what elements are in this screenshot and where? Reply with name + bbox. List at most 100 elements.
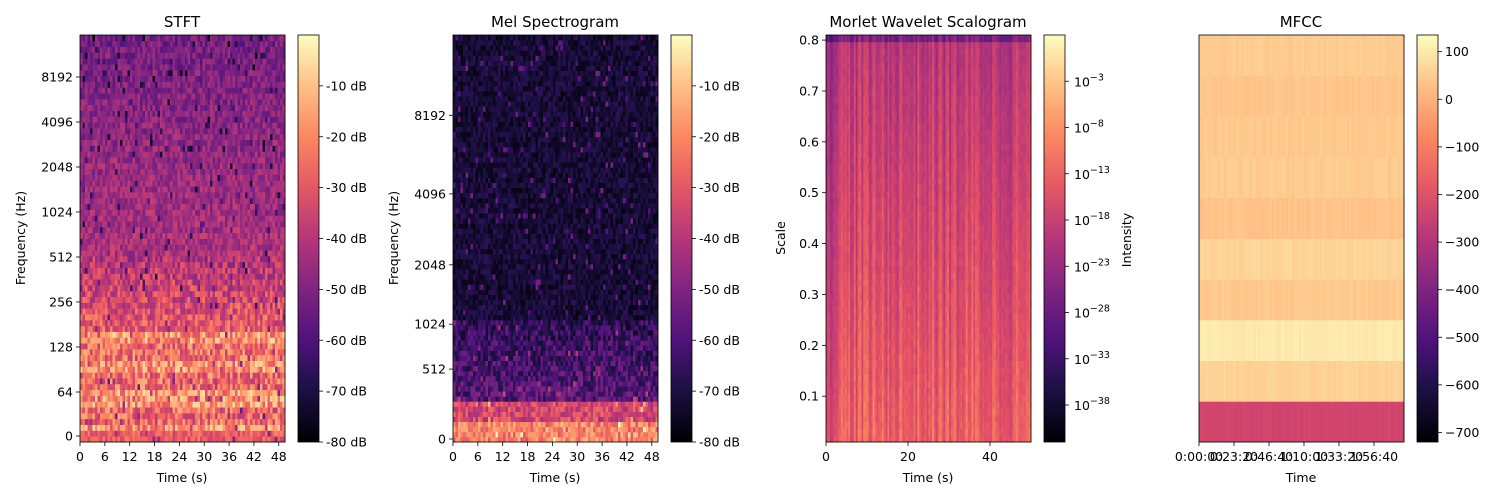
heat-cell bbox=[270, 232, 273, 239]
heat-cell bbox=[100, 395, 103, 402]
heat-cell bbox=[190, 430, 193, 437]
heat-cell bbox=[230, 436, 233, 443]
heat-cell bbox=[162, 267, 166, 274]
heat-cell bbox=[242, 151, 246, 158]
heat-cell bbox=[237, 436, 241, 443]
heat-cell bbox=[187, 151, 191, 158]
heat-cell bbox=[225, 267, 228, 274]
heat-cell bbox=[202, 139, 206, 146]
heat-cell bbox=[102, 255, 106, 263]
heat-cell bbox=[227, 215, 231, 222]
heat-cell bbox=[207, 314, 211, 321]
heat-cell bbox=[217, 436, 221, 443]
heat-cell bbox=[215, 133, 218, 141]
heat-cell bbox=[270, 407, 273, 414]
heat-cell bbox=[205, 331, 208, 338]
heat-cell bbox=[275, 232, 278, 239]
heat-cell bbox=[140, 221, 143, 228]
heat-cell bbox=[165, 436, 168, 443]
heat-cell bbox=[215, 343, 218, 350]
heat-cell bbox=[127, 430, 131, 437]
heat-cell bbox=[277, 168, 281, 175]
heat-cell bbox=[242, 424, 246, 431]
heat-cell bbox=[210, 226, 213, 234]
heat-cell bbox=[125, 389, 128, 396]
heat-cell bbox=[232, 261, 236, 268]
heat-cell bbox=[220, 191, 223, 199]
heat-cell bbox=[87, 366, 91, 373]
heat-cell bbox=[232, 197, 236, 205]
heat-cell bbox=[282, 186, 286, 193]
heat-cell bbox=[115, 395, 118, 402]
heat-cell bbox=[267, 267, 271, 274]
heat-cell bbox=[200, 354, 203, 361]
heat-cell bbox=[265, 302, 268, 309]
heat-cell bbox=[235, 290, 238, 298]
heat-cell bbox=[227, 436, 231, 443]
heat-cell bbox=[145, 296, 148, 303]
heat-cell bbox=[242, 308, 246, 315]
heat-cell bbox=[82, 139, 86, 146]
heat-cell bbox=[137, 372, 141, 379]
heat-cell bbox=[175, 366, 178, 373]
heat-cell bbox=[195, 104, 198, 111]
heat-cell bbox=[125, 337, 128, 344]
heat-cell bbox=[110, 162, 113, 170]
heat-cell bbox=[180, 401, 183, 408]
heat-cell bbox=[152, 290, 156, 298]
heat-cell bbox=[182, 302, 186, 309]
heat-cell bbox=[160, 191, 163, 199]
heat-cell bbox=[100, 325, 103, 332]
heat-cell bbox=[90, 221, 93, 228]
heat-cell bbox=[97, 285, 101, 292]
heat-cell bbox=[222, 430, 226, 437]
heat-cell bbox=[257, 221, 261, 228]
heat-cell bbox=[235, 221, 238, 228]
heat-cell bbox=[92, 348, 96, 356]
heat-cell bbox=[265, 174, 268, 181]
heat-cell bbox=[175, 401, 178, 408]
heat-cell bbox=[252, 110, 256, 117]
heat-cell bbox=[240, 273, 243, 280]
heat-cell bbox=[140, 383, 143, 391]
heat-cell bbox=[87, 372, 91, 379]
heat-cell bbox=[107, 250, 111, 257]
heat-cell bbox=[275, 412, 278, 420]
heat-cell bbox=[260, 418, 263, 425]
heat-cell bbox=[200, 302, 203, 309]
heat-cell bbox=[240, 314, 243, 321]
heat-cell bbox=[110, 424, 113, 431]
heat-cell bbox=[197, 116, 201, 123]
heat-cell bbox=[95, 360, 98, 367]
heat-cell bbox=[227, 418, 231, 425]
heat-cell bbox=[252, 209, 256, 216]
heat-cell bbox=[165, 93, 168, 100]
heat-cell bbox=[152, 87, 156, 94]
heat-cell bbox=[100, 378, 103, 385]
heat-cell bbox=[85, 93, 88, 100]
heat-cell bbox=[212, 290, 216, 298]
heat-cell bbox=[220, 93, 223, 100]
heat-cell bbox=[197, 255, 201, 263]
heat-cell bbox=[232, 151, 236, 158]
heat-cell bbox=[210, 378, 213, 385]
heat-cell bbox=[167, 279, 171, 286]
heat-cell bbox=[122, 302, 126, 309]
heat-cell bbox=[87, 424, 91, 431]
heat-cell bbox=[132, 418, 136, 425]
heat-cell bbox=[190, 209, 193, 216]
heat-cell bbox=[95, 261, 98, 268]
heat-cell bbox=[260, 343, 263, 350]
heat-cell bbox=[200, 279, 203, 286]
heat-cell bbox=[217, 168, 221, 175]
heat-cell bbox=[260, 372, 263, 379]
heat-cell bbox=[137, 203, 141, 210]
heat-cell bbox=[205, 383, 208, 391]
heat-cell bbox=[150, 348, 153, 356]
heat-cell bbox=[255, 302, 258, 309]
heat-cell bbox=[262, 314, 266, 321]
heat-cell bbox=[127, 314, 131, 321]
heat-cell bbox=[242, 87, 246, 94]
heat-cell bbox=[227, 261, 231, 268]
heat-cell bbox=[167, 226, 171, 234]
